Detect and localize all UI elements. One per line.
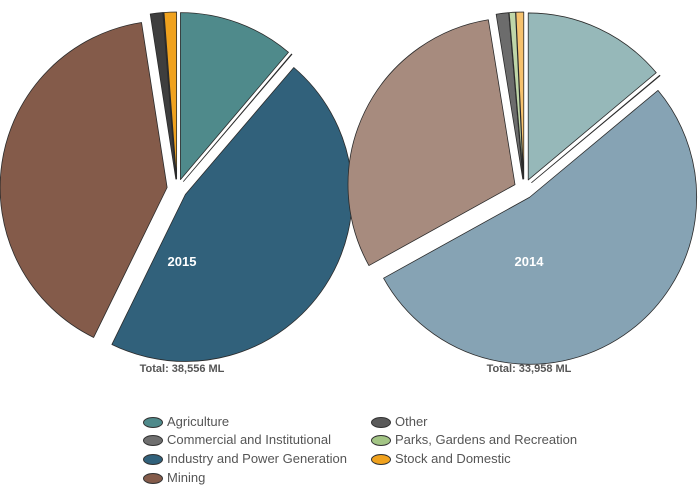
legend-swatch-mining [143,472,163,484]
pie-total-label-2015: Total: 38,556 ML [140,363,225,375]
pie-chart-2015: 2015 Total: 38,556 ML [0,11,353,375]
pie-total-label-2014: Total: 33,958 ML [487,363,572,375]
legend-item-parks: Parks, Gardens and Recreation [371,432,577,448]
pie-slice-2014-mining [347,19,516,266]
legend-item-industry: Industry and Power Generation [143,451,347,467]
legend-item-stock: Stock and Domestic [371,451,511,467]
pie-center-label-2015: 2015 [168,254,197,269]
legend-swatch-agriculture [143,416,163,428]
legend-label-commercial: Commercial and Institutional [167,432,332,447]
pie-center-label-2014: 2014 [515,254,545,269]
legend-swatch-industry [143,453,163,465]
legend-swatch-stock [371,453,391,465]
pie-slice-2014-other [531,74,661,183]
pie-slice-2014-agriculture [527,12,657,181]
legend-label-industry: Industry and Power Generation [167,451,347,466]
legend-label-stock: Stock and Domestic [395,451,511,466]
legend-item-agriculture: Agriculture [143,414,229,430]
legend-swatch-parks [371,434,391,446]
pie-slice-2015-stock-and-domestic [163,11,178,180]
pie-slice-2014-industry-and-power-generation [383,89,698,365]
pie-slice-2014-stock-and-domestic [515,11,525,180]
pie-slice-2014-parks-gardens-and-recreation [508,11,524,180]
pie-slice-2015-mining [0,22,168,338]
legend-label-other: Other [395,414,428,429]
pie-slice-2014-commercial-and-institutional [495,12,524,180]
legend-item-other: Other [371,414,428,430]
pie-slice-2015-industry-and-power-generation [111,67,353,362]
legend: Agriculture Commercial and Institutional… [143,414,603,494]
pie-slice-2015-other [183,53,293,182]
legend-label-mining: Mining [167,470,206,485]
legend-swatch-commercial [143,434,163,446]
pie-slice-2015-agriculture [180,12,289,181]
pie-chart-2014: 2014 Total: 33,958 ML [347,11,698,375]
legend-swatch-other [371,416,391,428]
legend-label-agriculture: Agriculture [167,414,230,429]
legend-item-mining: Mining [143,470,205,486]
legend-label-parks: Parks, Gardens and Recreation [395,432,578,447]
legend-item-commercial: Commercial and Institutional [143,432,331,448]
